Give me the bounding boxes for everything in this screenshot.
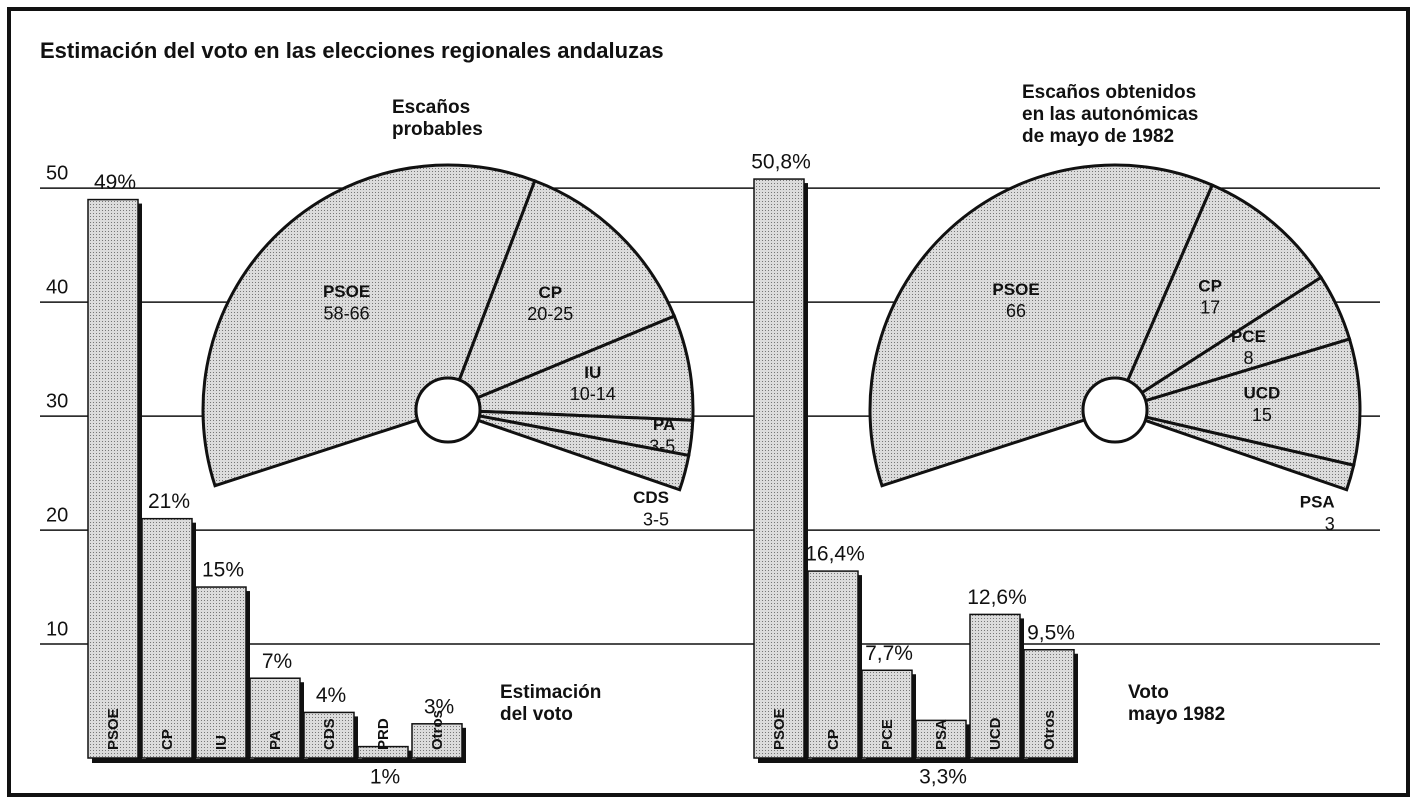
bar [249, 677, 301, 759]
value-label: 50,8% [751, 151, 811, 174]
slice-label: PA [653, 415, 675, 434]
marks: 49%PSOE21%CP15%IU7%PA4%CDS1%PRD3%OtrosEs… [87, 82, 1362, 789]
y-tick-label: 20 [46, 504, 68, 526]
slice-label: PSA [1300, 493, 1335, 512]
slice-label: IU [584, 363, 601, 382]
category-label: PSOE [105, 708, 122, 750]
y-tick-label: 10 [46, 618, 68, 640]
category-label: PCE [879, 719, 896, 750]
slice-value: 66 [1006, 301, 1026, 321]
category-label: CP [159, 729, 176, 750]
slice-value: 15 [1252, 405, 1272, 425]
pie-title: probables [392, 119, 483, 140]
bar [861, 669, 913, 759]
bar [753, 178, 805, 759]
slice-value: 3 [1325, 514, 1335, 534]
value-label: 4% [316, 684, 346, 707]
y-tick-label: 30 [46, 390, 68, 412]
slice-label: PSOE [323, 282, 370, 301]
category-label: CDS [321, 718, 338, 750]
value-label: 3,3% [919, 766, 967, 789]
pie-title: en las autonómicas [1022, 104, 1198, 125]
caption: Estimación [500, 682, 601, 703]
bar [357, 745, 409, 759]
bar [141, 517, 193, 759]
pie-title: Escaños obtenidos [1022, 82, 1196, 103]
chart-title: Estimación del voto en las elecciones re… [40, 38, 664, 63]
value-label: 1% [370, 766, 400, 789]
pie-title: de mayo de 1982 [1022, 126, 1174, 147]
y-tick-label: 40 [46, 276, 68, 298]
slice-value: 17 [1200, 298, 1220, 318]
value-label: 7% [262, 650, 292, 673]
bar [195, 586, 247, 759]
slice-value: 8 [1243, 348, 1253, 368]
slice-label: UCD [1243, 384, 1280, 403]
caption: mayo 1982 [1128, 704, 1225, 725]
category-label: Otros [429, 710, 446, 750]
slice-label: CP [539, 283, 563, 302]
bar [915, 719, 967, 759]
y-tick-label: 50 [46, 162, 68, 184]
value-label: 12,6% [967, 586, 1027, 609]
slice-label: PCE [1231, 327, 1266, 346]
value-label: 7,7% [865, 642, 913, 665]
value-label: 49% [94, 171, 136, 194]
pie-hole [1081, 376, 1149, 444]
category-label: PRD [375, 718, 392, 750]
bar [807, 570, 859, 759]
slice-label: PSOE [992, 280, 1039, 299]
slice-label: CP [1198, 276, 1222, 295]
slice-label: CDS [633, 488, 669, 507]
pie-hole [414, 376, 482, 444]
slice-value: 3-5 [643, 509, 669, 529]
category-label: UCD [987, 717, 1004, 750]
category-label: Otros [1041, 710, 1058, 750]
value-label: 15% [202, 559, 244, 582]
slice-value: 10-14 [570, 384, 616, 404]
category-label: PA [267, 730, 284, 750]
bar [411, 723, 463, 759]
slice-value: 20-25 [527, 304, 573, 324]
caption: Voto [1128, 682, 1169, 703]
category-label: PSA [933, 719, 950, 750]
value-label: 21% [148, 490, 190, 513]
value-label: 3% [424, 695, 454, 718]
category-label: IU [213, 735, 230, 750]
category-label: PSOE [771, 708, 788, 750]
value-label: 9,5% [1027, 621, 1075, 644]
category-label: CP [825, 729, 842, 750]
value-label: 16,4% [805, 543, 865, 566]
bar [303, 711, 355, 759]
bar [87, 198, 139, 759]
caption: del voto [500, 704, 573, 725]
pie-title: Escaños [392, 97, 470, 118]
slice-value: 58-66 [324, 303, 370, 323]
bar [1023, 648, 1075, 759]
bar [969, 613, 1021, 759]
